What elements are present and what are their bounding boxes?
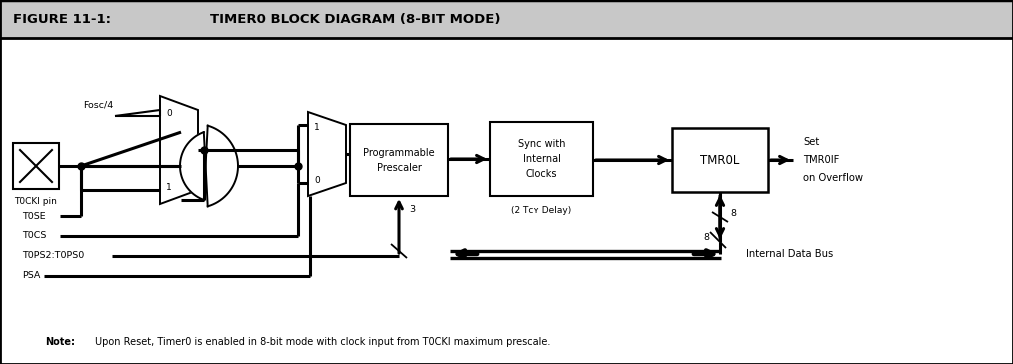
Text: 3: 3: [409, 205, 415, 214]
Bar: [13, 143, 59, 189]
Text: T0PS2:T0PS0: T0PS2:T0PS0: [22, 252, 84, 261]
Text: Fosc/4: Fosc/4: [83, 100, 113, 109]
Text: Sync with: Sync with: [518, 139, 565, 149]
Text: Internal Data Bus: Internal Data Bus: [746, 249, 834, 259]
Text: 1: 1: [166, 182, 172, 191]
Text: Internal: Internal: [523, 154, 560, 164]
Text: T0SE: T0SE: [22, 211, 46, 221]
Text: 8: 8: [703, 233, 709, 242]
Text: PSA: PSA: [22, 272, 41, 281]
Text: Upon Reset, Timer0 is enabled in 8-bit mode with clock input from T0CKI maximum : Upon Reset, Timer0 is enabled in 8-bit m…: [95, 337, 550, 347]
Bar: [350, 124, 448, 196]
Text: on Overflow: on Overflow: [803, 173, 863, 183]
Text: 0: 0: [166, 108, 172, 118]
Text: Programmable: Programmable: [364, 148, 435, 158]
Text: 8: 8: [730, 209, 736, 218]
Text: Set: Set: [803, 137, 820, 147]
Bar: [490, 122, 593, 196]
Text: 1: 1: [314, 123, 320, 132]
Text: 0: 0: [314, 175, 320, 185]
Text: TIMER0 BLOCK DIAGRAM (8-BIT MODE): TIMER0 BLOCK DIAGRAM (8-BIT MODE): [210, 12, 500, 25]
Text: T0CS: T0CS: [22, 232, 47, 241]
Bar: [672, 128, 768, 192]
Text: FIGURE 11-1:: FIGURE 11-1:: [13, 12, 111, 25]
Text: (2 Tᴄʏ Delay): (2 Tᴄʏ Delay): [512, 206, 571, 214]
Text: TMR0IF: TMR0IF: [803, 155, 840, 165]
Polygon shape: [160, 96, 198, 204]
Text: TMR0L: TMR0L: [700, 154, 739, 166]
Text: T0CKI pin: T0CKI pin: [14, 198, 58, 206]
Polygon shape: [308, 112, 346, 196]
Text: Clocks: Clocks: [526, 169, 557, 179]
Polygon shape: [180, 126, 238, 206]
Bar: [0, 0, 1013, 38]
Text: Note:: Note:: [45, 337, 75, 347]
Text: Prescaler: Prescaler: [377, 163, 421, 173]
